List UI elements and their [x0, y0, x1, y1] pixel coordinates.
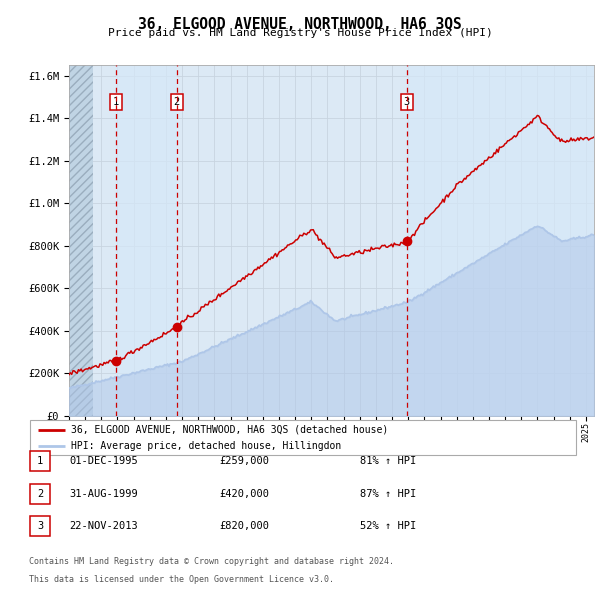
Text: Price paid vs. HM Land Registry's House Price Index (HPI): Price paid vs. HM Land Registry's House …: [107, 28, 493, 38]
Text: 3: 3: [403, 97, 410, 107]
Text: 2: 2: [37, 489, 43, 499]
Text: £259,000: £259,000: [219, 457, 269, 466]
Text: 31-AUG-1999: 31-AUG-1999: [69, 489, 138, 499]
Bar: [407, 65, 594, 416]
Text: 2: 2: [173, 97, 180, 107]
Bar: [116, 65, 176, 416]
Text: 1: 1: [37, 457, 43, 466]
Text: 1: 1: [113, 97, 119, 107]
FancyBboxPatch shape: [30, 451, 50, 471]
Text: 52% ↑ HPI: 52% ↑ HPI: [360, 522, 416, 531]
Text: 81% ↑ HPI: 81% ↑ HPI: [360, 457, 416, 466]
Text: This data is licensed under the Open Government Licence v3.0.: This data is licensed under the Open Gov…: [29, 575, 334, 584]
Text: £820,000: £820,000: [219, 522, 269, 531]
Text: 22-NOV-2013: 22-NOV-2013: [69, 522, 138, 531]
Text: 87% ↑ HPI: 87% ↑ HPI: [360, 489, 416, 499]
Text: Contains HM Land Registry data © Crown copyright and database right 2024.: Contains HM Land Registry data © Crown c…: [29, 558, 394, 566]
Text: 36, ELGOOD AVENUE, NORTHWOOD, HA6 3QS: 36, ELGOOD AVENUE, NORTHWOOD, HA6 3QS: [138, 17, 462, 31]
Text: £420,000: £420,000: [219, 489, 269, 499]
Text: 3: 3: [37, 522, 43, 531]
Text: HPI: Average price, detached house, Hillingdon: HPI: Average price, detached house, Hill…: [71, 441, 341, 451]
FancyBboxPatch shape: [30, 420, 576, 455]
FancyBboxPatch shape: [30, 516, 50, 536]
Text: 01-DEC-1995: 01-DEC-1995: [69, 457, 138, 466]
Text: 36, ELGOOD AVENUE, NORTHWOOD, HA6 3QS (detached house): 36, ELGOOD AVENUE, NORTHWOOD, HA6 3QS (d…: [71, 425, 388, 435]
FancyBboxPatch shape: [30, 484, 50, 504]
